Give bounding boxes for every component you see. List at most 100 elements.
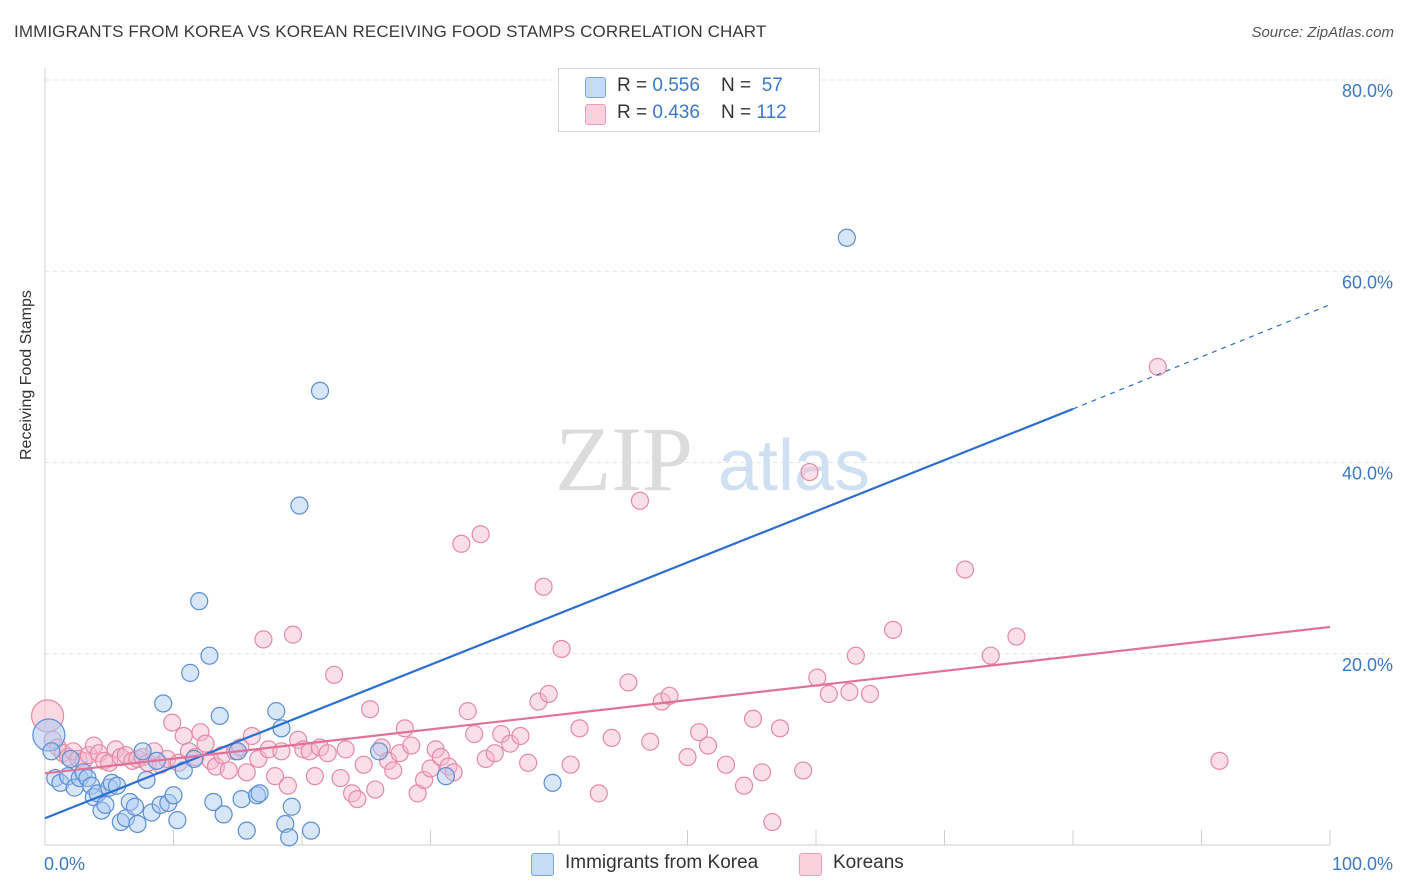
legend-r-value: 0.436 xyxy=(652,102,700,123)
korea-point xyxy=(247,786,267,805)
bottom-legend-label-korea: Immigrants from Korea xyxy=(565,852,759,873)
koreans-point xyxy=(283,625,303,644)
korea-point xyxy=(436,767,456,786)
koreans-point xyxy=(1148,357,1167,376)
koreans-point xyxy=(325,665,344,684)
y-tick-label: 20.0% xyxy=(1342,655,1393,675)
koreans-point xyxy=(361,700,380,719)
koreans-point xyxy=(191,723,210,742)
korea-point xyxy=(290,496,309,515)
correlation-legend: R = 0.556 N = 57 R = 0.436 N = 112 xyxy=(558,68,820,132)
koreans-point xyxy=(278,776,297,795)
koreans-point xyxy=(395,719,414,738)
koreans-point xyxy=(254,630,273,649)
koreans-point xyxy=(561,755,580,774)
korea-point xyxy=(128,814,147,834)
korea-point xyxy=(232,789,251,809)
koreans-point xyxy=(589,784,608,803)
koreans-point xyxy=(485,744,504,763)
bottom-legend-swatch-koreans xyxy=(799,853,822,876)
koreans-point xyxy=(501,734,520,753)
zipatlas-watermark: ZIP atlas xyxy=(555,408,870,510)
koreans-point xyxy=(343,784,362,803)
legend-n-value: 57 xyxy=(761,75,783,96)
koreans-point xyxy=(1210,751,1229,770)
grid-lines xyxy=(45,79,1390,655)
koreans-point xyxy=(174,726,193,746)
korea-point xyxy=(837,228,856,247)
koreans-point xyxy=(354,755,373,774)
koreans-point xyxy=(534,577,553,596)
koreans-point xyxy=(716,755,736,774)
koreans-point xyxy=(641,732,660,751)
koreans-point xyxy=(348,789,367,809)
koreans-point xyxy=(219,761,238,780)
korea-point xyxy=(276,814,295,834)
korea-point xyxy=(370,742,389,761)
koreans-point xyxy=(883,620,903,639)
koreans-point xyxy=(539,684,558,704)
koreans-point xyxy=(196,734,215,753)
korea-point xyxy=(267,702,286,721)
koreans-point xyxy=(955,560,975,579)
korea-point xyxy=(133,742,152,761)
koreans-point xyxy=(678,747,697,767)
legend-n-label: N = xyxy=(721,102,757,123)
koreans-point xyxy=(476,749,495,769)
koreans-point xyxy=(336,740,355,759)
watermark-atlas: atlas xyxy=(718,426,870,506)
korea-point xyxy=(190,592,209,611)
koreans-point xyxy=(237,763,256,782)
koreans-point xyxy=(511,726,530,746)
koreans-point xyxy=(452,534,471,553)
korea-point xyxy=(237,821,256,840)
korea-points xyxy=(32,228,856,847)
koreans-point xyxy=(414,770,434,790)
koreans-points xyxy=(30,357,1229,832)
koreans-point xyxy=(752,763,772,782)
legend-swatch-koreans xyxy=(585,104,606,125)
koreans-trend-line xyxy=(44,625,1331,775)
korea-point xyxy=(154,694,173,713)
legend-r-label: R = xyxy=(617,102,653,123)
koreans-point xyxy=(458,702,477,721)
koreans-point xyxy=(860,684,880,704)
koreans-point xyxy=(366,780,385,799)
koreans-point xyxy=(770,719,790,738)
trend-lines xyxy=(44,304,1331,820)
korea-point xyxy=(42,742,61,761)
korea-trend-extension xyxy=(1072,304,1331,410)
koreans-point xyxy=(529,692,548,711)
koreans-point xyxy=(800,462,819,482)
korea-point xyxy=(543,773,562,792)
y-tick-label: 80.0% xyxy=(1342,81,1393,101)
korea-point xyxy=(164,786,183,805)
koreans-point xyxy=(471,525,490,544)
koreans-point xyxy=(402,736,421,755)
legend-n-value: 112 xyxy=(756,102,787,123)
korea-point xyxy=(32,718,66,752)
korea-point xyxy=(168,811,187,830)
koreans-point xyxy=(630,491,650,510)
koreans-point xyxy=(734,776,754,795)
x-tick-label: 0.0% xyxy=(44,854,85,874)
koreans-point xyxy=(619,673,638,692)
koreans-point xyxy=(519,753,538,772)
korea-point xyxy=(210,706,229,726)
korea-point xyxy=(96,795,115,814)
bottom-legend-label-koreans: Koreans xyxy=(833,852,904,873)
koreans-point xyxy=(318,744,337,763)
koreans-point xyxy=(846,646,865,665)
korea-point xyxy=(282,797,301,816)
koreans-point xyxy=(602,728,621,748)
tick-labels: 20.0% 40.0% 60.0% 80.0% 0.0% 100.0% xyxy=(44,81,1393,874)
koreans-point xyxy=(431,747,450,767)
y-tick-label: 60.0% xyxy=(1342,272,1393,292)
korea-point xyxy=(200,646,219,665)
koreans-point xyxy=(331,768,350,788)
korea-point xyxy=(280,828,299,847)
koreans-point xyxy=(698,736,718,755)
koreans-point xyxy=(840,682,859,702)
koreans-point xyxy=(265,767,285,786)
koreans-point xyxy=(570,719,589,738)
